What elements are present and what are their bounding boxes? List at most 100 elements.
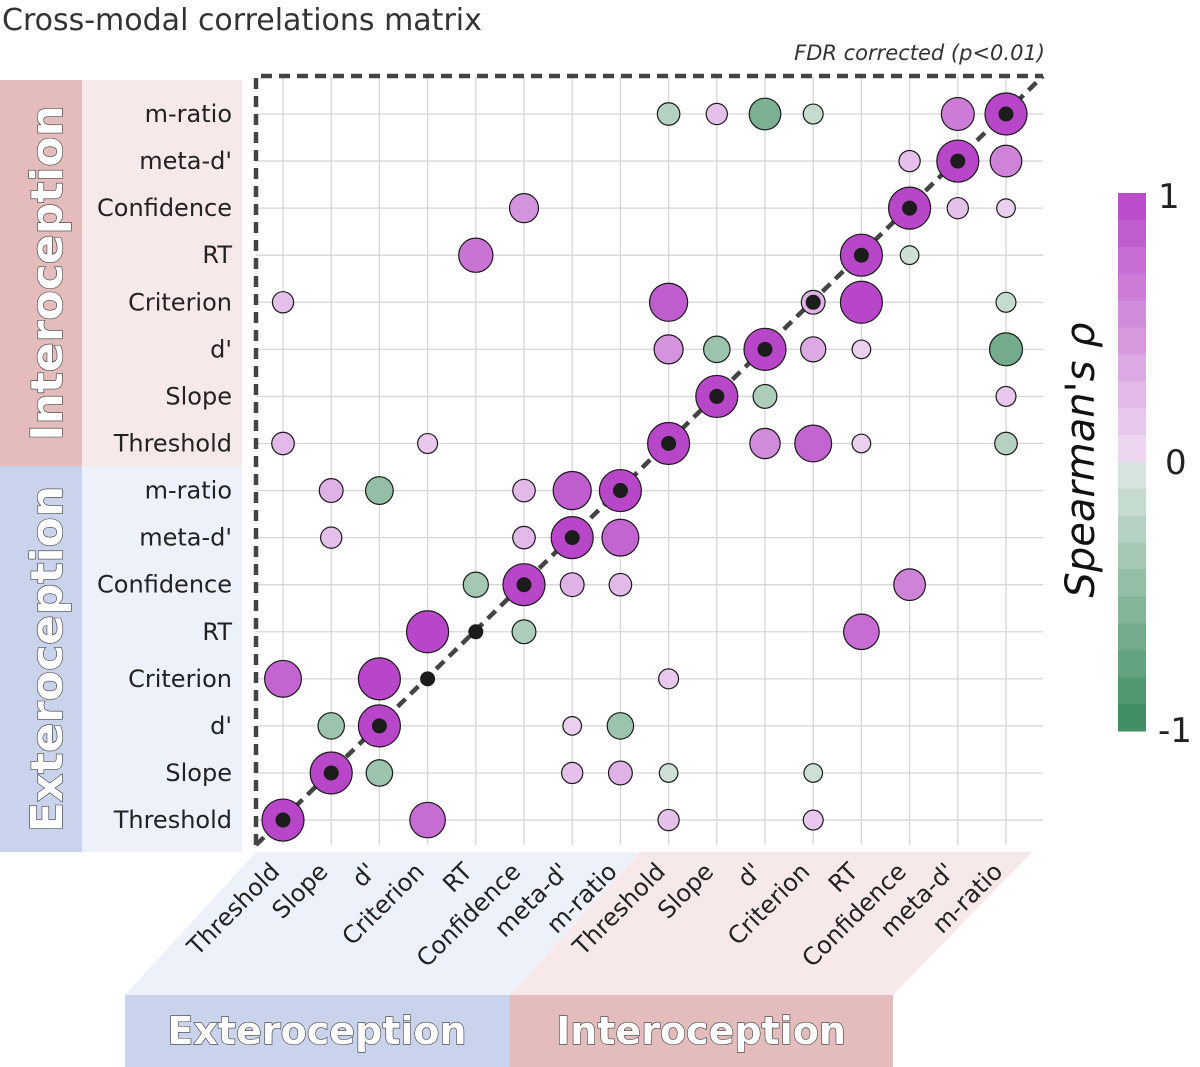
row-tick-label: meta-d'	[139, 147, 232, 175]
row-tick-label: m-ratio	[145, 100, 232, 128]
group-bands	[0, 80, 1032, 1067]
colorbar-label: Spearman's ρ	[1058, 322, 1104, 597]
correlation-bubble	[406, 610, 450, 654]
correlation-bubble	[839, 280, 884, 324]
diagonal-dot	[516, 577, 532, 593]
colorbar-step	[1118, 569, 1146, 597]
diagonal-dot	[661, 435, 677, 451]
row-tick-label: d'	[210, 335, 232, 363]
colorbar-step	[1118, 488, 1146, 517]
correlation-bubble	[995, 385, 1017, 407]
correlation-bubble	[946, 196, 970, 220]
correlation-bubble	[851, 433, 872, 454]
colorbar-step	[1118, 219, 1146, 248]
extero-row-band-light	[82, 466, 242, 852]
colorbar-tick-min: -1	[1158, 711, 1192, 751]
correlation-bubble	[264, 659, 303, 698]
correlation-bubble	[458, 237, 494, 273]
intero-row-band	[0, 80, 82, 466]
correlation-bubble	[357, 657, 401, 701]
colorbar-tick-zero: 0	[1165, 443, 1187, 483]
diagonal-dot	[612, 483, 628, 499]
diagonal-dot	[998, 106, 1014, 122]
correlation-bubble	[749, 427, 781, 460]
colorbar-step	[1118, 408, 1146, 436]
colorbar-step	[1118, 704, 1146, 732]
correlation-bubble	[318, 478, 344, 504]
intero-col-band	[510, 995, 893, 1067]
correlation-bubble	[657, 808, 680, 832]
colorbar-step	[1118, 300, 1146, 328]
correlation-bubble	[607, 760, 633, 786]
correlation-bubble	[653, 334, 684, 365]
correlation-bubble	[364, 476, 394, 506]
extero-row-label: Exteroception	[22, 486, 73, 832]
extero-col-band-light	[125, 852, 640, 995]
correlation-bubble	[271, 291, 295, 314]
correlation-bubble	[409, 801, 446, 839]
correlation-bubble	[752, 383, 778, 409]
correlation-bubble	[995, 291, 1017, 313]
colorbar-step	[1118, 462, 1146, 490]
correlation-bubble	[843, 613, 880, 651]
colorbar-step	[1118, 515, 1146, 544]
colorbar-step	[1118, 381, 1146, 409]
correlation-bubble	[658, 763, 679, 783]
row-tick-label: Threshold	[113, 429, 232, 457]
row-tick-label: d'	[210, 712, 232, 740]
extero-col-label: Exteroception	[167, 1009, 466, 1053]
correlation-bubble	[648, 282, 689, 322]
row-tick-label: m-ratio	[145, 477, 232, 505]
correlation-bubble	[365, 759, 394, 787]
diagonal-dot	[757, 341, 773, 357]
diagonal-dot	[709, 388, 725, 404]
row-tick-label: Confidence	[97, 194, 232, 222]
correlation-bubble	[794, 424, 833, 463]
colorbar-step	[1118, 327, 1146, 355]
row-tick-label: Criterion	[128, 665, 232, 693]
correlation-bubble	[462, 571, 489, 598]
extero-col-band	[125, 995, 510, 1067]
colorbar-step	[1118, 354, 1146, 382]
row-tick-label: RT	[202, 241, 232, 269]
intero-col-band-light	[510, 852, 1032, 995]
correlation-bubble	[702, 335, 731, 364]
colorbar-step	[1118, 246, 1146, 275]
correlation-bubble	[893, 568, 926, 602]
diagonal-dot	[323, 765, 339, 781]
diagonal-dot	[420, 671, 436, 687]
correlation-bubble	[705, 102, 729, 126]
correlation-bubble	[601, 518, 640, 557]
colorbar-step	[1118, 542, 1146, 571]
correlation-bubble	[802, 103, 824, 125]
diagonal-dot	[853, 247, 869, 263]
colorbar-tick-max: 1	[1158, 177, 1180, 217]
correlation-bubble	[317, 712, 345, 740]
fdr-frame-line	[253, 73, 1043, 845]
row-tick-label: Slope	[165, 382, 232, 410]
correlation-bubble	[851, 339, 872, 360]
correlation-bubble	[562, 716, 583, 736]
correlation-bubble	[508, 193, 540, 224]
colorbar-step	[1118, 677, 1146, 705]
correlation-bubble	[994, 431, 1018, 456]
colorbar-step	[1118, 435, 1146, 463]
correlation-bubble	[417, 432, 439, 455]
diagonal-markers	[275, 106, 1014, 828]
row-tick-label: Confidence	[97, 571, 232, 599]
diagonal-dot	[275, 812, 291, 828]
correlation-bubble	[940, 96, 975, 132]
chart-title: Cross-modal correlations matrix	[2, 3, 482, 38]
correlation-bubble	[800, 336, 827, 363]
correlation-bubble	[802, 809, 824, 831]
row-tick-label: Threshold	[113, 806, 232, 834]
correlation-bubble	[748, 97, 782, 131]
correlation-bubble	[512, 525, 536, 550]
diagonal-dot	[468, 624, 484, 640]
row-tick-label: Slope	[165, 759, 232, 787]
colorbar-step	[1118, 650, 1146, 678]
colorbar-step	[1118, 623, 1146, 651]
colorbar-step	[1118, 193, 1146, 221]
diagonal-dot	[805, 294, 821, 310]
